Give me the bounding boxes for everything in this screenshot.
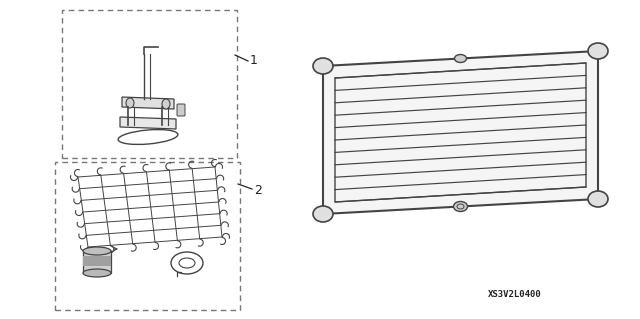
Polygon shape [323, 51, 598, 214]
Ellipse shape [588, 191, 608, 207]
Text: 2: 2 [254, 183, 262, 197]
Ellipse shape [454, 202, 467, 211]
Polygon shape [83, 251, 111, 273]
Ellipse shape [313, 58, 333, 74]
Ellipse shape [126, 98, 134, 108]
Polygon shape [120, 117, 176, 129]
Ellipse shape [313, 206, 333, 222]
Ellipse shape [588, 43, 608, 59]
FancyBboxPatch shape [177, 104, 185, 116]
Polygon shape [122, 97, 174, 109]
Text: XS3V2L0400: XS3V2L0400 [488, 290, 541, 299]
Polygon shape [83, 256, 111, 266]
Ellipse shape [454, 55, 467, 63]
Ellipse shape [83, 269, 111, 277]
Ellipse shape [83, 247, 111, 255]
Text: 1: 1 [250, 55, 258, 68]
Ellipse shape [162, 99, 170, 109]
